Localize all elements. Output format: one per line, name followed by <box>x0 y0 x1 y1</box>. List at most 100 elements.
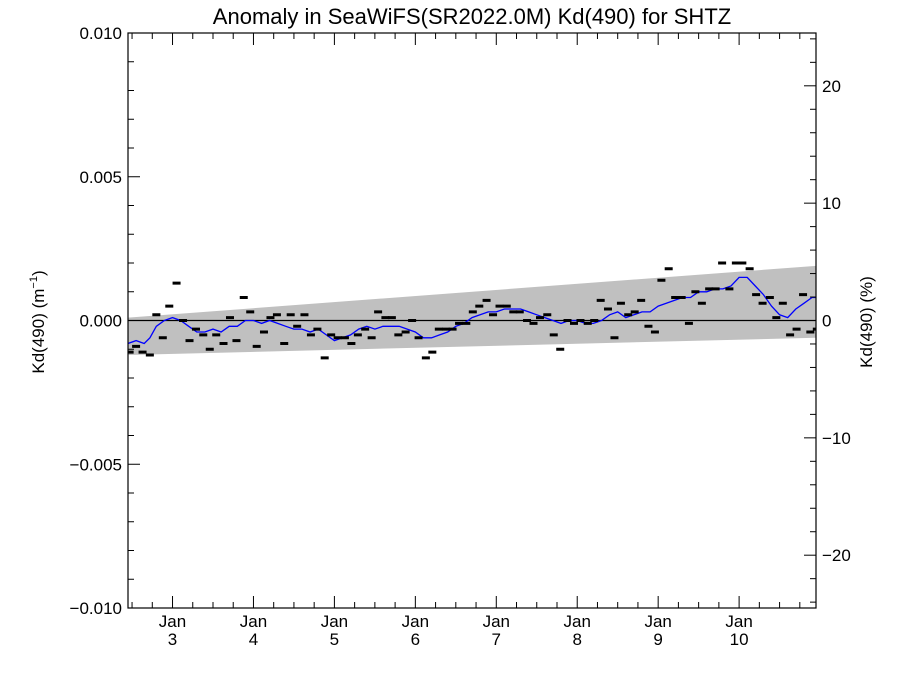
y-axis-right-label: Kd(490) (%) <box>857 276 876 368</box>
y-tick-label-left: 0.005 <box>79 168 122 187</box>
data-point <box>455 321 464 325</box>
data-point <box>630 310 639 314</box>
data-point <box>671 296 680 299</box>
data-point <box>590 319 599 322</box>
y-tick-label-left: 0.000 <box>79 312 122 331</box>
data-point <box>691 290 700 294</box>
x-tick-label-year: 8 <box>572 630 581 649</box>
data-point <box>650 330 659 334</box>
data-point <box>812 327 816 331</box>
data-point <box>300 313 309 317</box>
data-point <box>556 347 565 351</box>
data-point <box>428 350 437 354</box>
x-tick-label-month: Jan <box>564 612 591 631</box>
x-tick-label-year: 9 <box>653 630 662 649</box>
data-point <box>172 281 181 285</box>
data-point <box>583 321 592 325</box>
data-point <box>563 319 572 322</box>
data-point <box>596 298 605 302</box>
data-point <box>489 313 498 317</box>
data-point <box>219 342 228 345</box>
x-tick-label-year: 4 <box>249 630 258 649</box>
data-point <box>225 316 234 320</box>
data-point <box>132 344 141 348</box>
data-point <box>523 319 532 322</box>
data-point <box>414 336 423 340</box>
data-point <box>313 327 322 331</box>
data-point <box>705 287 714 291</box>
data-point <box>353 333 362 337</box>
data-point <box>191 327 200 331</box>
data-point <box>408 319 417 322</box>
y-tick-label-right: −20 <box>822 546 851 565</box>
data-point <box>535 316 544 320</box>
y-axis-left-label: Kd(490) (m−1) <box>28 270 48 373</box>
chart-title: Anomaly in SeaWiFS(SR2022.0M) Kd(490) fo… <box>213 4 731 29</box>
y-tick-label-right: 0 <box>822 312 831 331</box>
y-tick-label-right: −10 <box>822 429 851 448</box>
data-point <box>185 339 194 343</box>
y-tick-label-right: 10 <box>822 194 841 213</box>
data-point <box>644 324 653 328</box>
data-point <box>697 301 706 305</box>
data-point <box>232 339 241 343</box>
x-tick-label-month: Jan <box>402 612 429 631</box>
data-point <box>239 296 248 299</box>
data-point <box>475 304 484 308</box>
data-point <box>259 330 268 334</box>
x-tick-label-month: Jan <box>725 612 752 631</box>
data-point <box>367 336 376 340</box>
data-point <box>165 304 174 308</box>
data-point <box>306 333 315 337</box>
x-tick-label-month: Jan <box>159 612 186 631</box>
data-point <box>421 356 430 360</box>
data-point <box>745 267 754 271</box>
data-point <box>731 261 740 265</box>
data-point <box>128 350 134 354</box>
data-point <box>138 350 147 354</box>
data-point <box>387 316 396 320</box>
data-point <box>434 327 443 331</box>
data-point <box>179 319 188 322</box>
data-point <box>381 316 390 320</box>
data-point <box>616 301 625 305</box>
data-point <box>374 310 383 314</box>
data-point <box>252 344 261 348</box>
data-point <box>327 333 336 337</box>
x-tick-label-year: 10 <box>730 630 749 649</box>
data-point <box>711 287 720 291</box>
data-point <box>677 296 686 299</box>
data-point <box>272 313 281 317</box>
data-point <box>333 336 342 340</box>
data-point <box>266 316 275 320</box>
x-tick-label-year: 6 <box>411 630 420 649</box>
data-point <box>280 342 289 345</box>
data-point <box>624 313 633 317</box>
data-point <box>361 327 370 331</box>
data-point <box>792 327 801 331</box>
data-point <box>610 336 619 340</box>
plot-area: 0.010 0.005 0.000 −0.005 −0.010 20 10 0 −10 −20 Ja… <box>70 24 851 649</box>
data-point <box>786 333 795 337</box>
data-point <box>340 336 349 340</box>
data-point <box>482 298 491 302</box>
data-point <box>549 333 558 337</box>
data-point <box>543 313 552 317</box>
data-point <box>772 316 781 320</box>
data-point <box>502 304 511 308</box>
x-tick-label-month: Jan <box>644 612 671 631</box>
data-point <box>738 261 747 265</box>
data-point <box>758 301 767 305</box>
x-tick-label-month: Jan <box>483 612 510 631</box>
data-point <box>152 313 161 317</box>
data-point <box>637 298 646 302</box>
data-point <box>664 267 673 271</box>
y-tick-label-left: −0.010 <box>70 599 122 618</box>
x-tick-label-year: 7 <box>492 630 501 649</box>
data-point <box>347 342 356 345</box>
data-point <box>145 353 154 357</box>
data-point <box>569 321 578 325</box>
data-point <box>603 307 612 311</box>
y-tick-label-left: 0.010 <box>79 24 122 43</box>
